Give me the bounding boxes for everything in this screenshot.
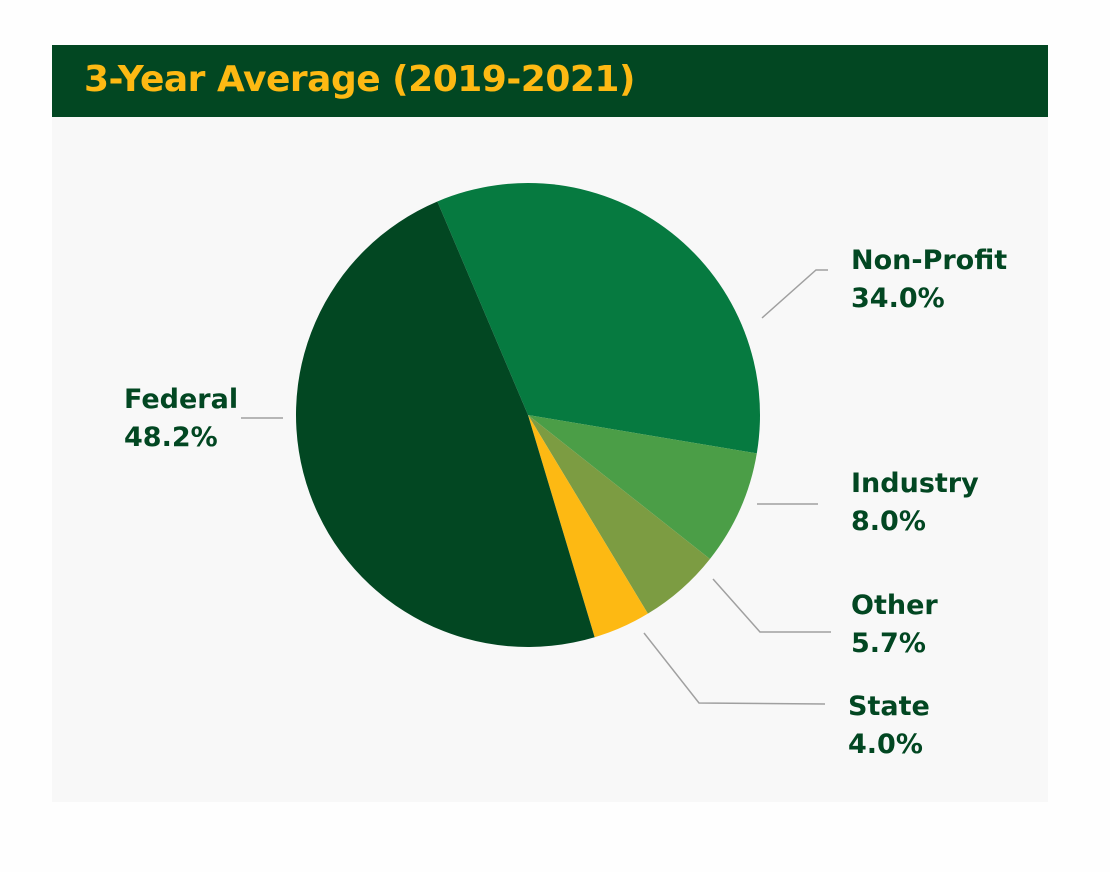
label-name: Other bbox=[851, 590, 938, 621]
label-state: State 4.0% bbox=[848, 688, 930, 764]
chart-header: 3-Year Average (2019-2021) bbox=[52, 45, 1048, 117]
label-value: 8.0% bbox=[851, 506, 926, 537]
label-name: State bbox=[848, 691, 930, 722]
label-federal: Federal 48.2% bbox=[124, 381, 238, 457]
pie-slice-industry bbox=[528, 415, 757, 559]
leader-line-state bbox=[643, 632, 826, 705]
label-name: Non-Profit bbox=[851, 245, 1008, 276]
pie-slice-federal bbox=[295, 201, 595, 648]
label-value: 4.0% bbox=[848, 729, 923, 760]
label-name: Industry bbox=[851, 468, 979, 499]
pie-slice-non-profit bbox=[437, 183, 760, 454]
label-value: 34.0% bbox=[851, 283, 945, 314]
label-non-profit: Non-Profit 34.0% bbox=[851, 242, 1007, 318]
pie-slice-state bbox=[528, 415, 648, 638]
leader-line-non-profit bbox=[761, 269, 828, 319]
label-other: Other 5.7% bbox=[851, 587, 938, 663]
pie-slice-other bbox=[528, 415, 710, 614]
label-value: 48.2% bbox=[124, 422, 218, 453]
label-name: Federal bbox=[124, 384, 239, 415]
label-value: 5.7% bbox=[851, 628, 926, 659]
chart-title: 3-Year Average (2019-2021) bbox=[84, 59, 635, 100]
leader-line-other bbox=[712, 578, 831, 633]
label-industry: Industry 8.0% bbox=[851, 465, 979, 541]
